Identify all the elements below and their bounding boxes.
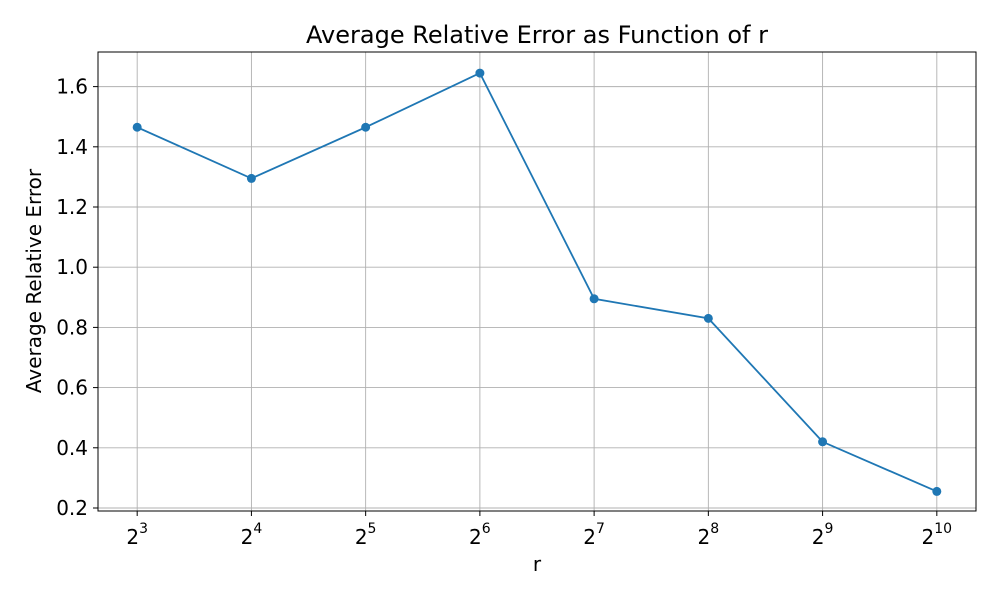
- ticks: 23 24 25 26 27 28 29 210 0.2 0.4 0.6 0.8 1.0 1.2 1.4 1.…: [56, 75, 952, 549]
- x-tick-label: 29: [812, 521, 834, 549]
- data-point: [132, 122, 142, 132]
- plot-frame: [97, 51, 977, 512]
- x-tick-label: 23: [126, 521, 148, 549]
- data-point: [246, 173, 256, 183]
- y-tick-label: 1.4: [56, 135, 88, 159]
- y-axis-label: Average Relative Error: [22, 168, 46, 393]
- series-layer: [132, 68, 942, 496]
- x-tick-label: 25: [355, 521, 377, 549]
- x-axis-label: r: [533, 552, 542, 576]
- y-tick-label: 0.6: [56, 376, 88, 400]
- x-tick-label: 26: [469, 521, 491, 549]
- y-tick-label: 1.6: [56, 75, 88, 99]
- x-tick-label: 24: [241, 521, 263, 549]
- data-point: [932, 486, 942, 496]
- y-tick-label: 0.4: [56, 436, 88, 460]
- data-point: [818, 437, 828, 447]
- x-tick-label: 210: [922, 521, 953, 549]
- y-tick-label: 0.2: [56, 496, 88, 520]
- series-line: [136, 71, 938, 493]
- data-point: [589, 294, 599, 304]
- data-point: [475, 68, 485, 78]
- x-tick-label: 28: [698, 521, 720, 549]
- y-tick-label: 0.8: [56, 315, 88, 339]
- grid-lines: [98, 52, 976, 511]
- chart-title: Average Relative Error as Function of r: [306, 21, 768, 49]
- y-tick-label: 1.0: [56, 255, 88, 279]
- x-tick-label: 27: [583, 521, 605, 549]
- data-point: [703, 313, 713, 323]
- data-point: [361, 122, 371, 132]
- y-tick-label: 1.2: [56, 195, 88, 219]
